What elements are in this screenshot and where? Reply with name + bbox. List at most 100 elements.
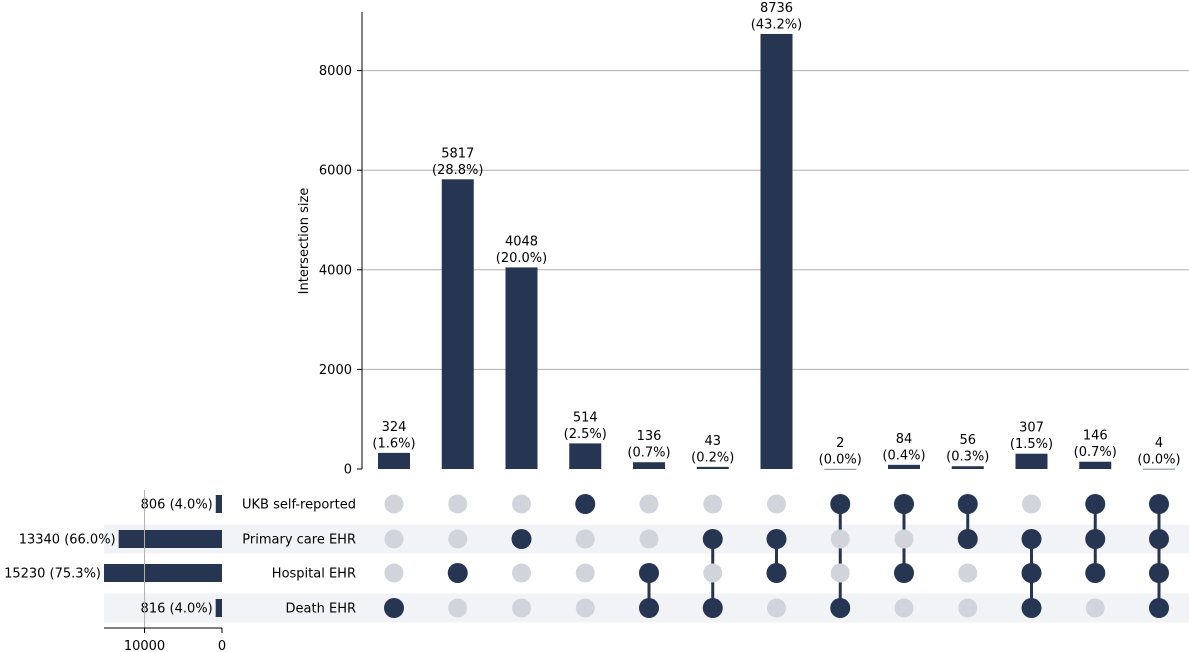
intersection-bar bbox=[1143, 468, 1175, 470]
matrix-dot-inactive bbox=[639, 529, 659, 549]
bar-percent-label: (0.3%) bbox=[946, 450, 989, 465]
bar-count-label: 8736 bbox=[760, 1, 793, 16]
matrix-dot-active bbox=[1149, 563, 1169, 583]
matrix-dot-inactive bbox=[512, 494, 531, 514]
bar-percent-label: (43.2%) bbox=[751, 17, 802, 32]
intersection-matrix bbox=[384, 494, 1169, 618]
matrix-dot-active bbox=[1021, 598, 1042, 618]
set-size-bar bbox=[215, 495, 222, 513]
intersection-bar bbox=[441, 179, 474, 469]
y-axis-label: Intersection size bbox=[297, 188, 312, 295]
matrix-dot-active bbox=[894, 563, 914, 583]
matrix-dot-active bbox=[766, 529, 787, 549]
matrix-dot-active bbox=[1149, 494, 1169, 514]
bar-percent-label: (2.5%) bbox=[564, 427, 607, 442]
bar-count-label: 307 bbox=[1019, 421, 1044, 436]
set-size-tick-label: 0 bbox=[218, 639, 226, 652]
set-size-label: 15230 (75.3%) bbox=[4, 567, 101, 582]
axes: 0 2000 4000 6000 8000 bbox=[319, 12, 363, 478]
intersection-bar bbox=[824, 468, 857, 470]
matrix-dot-active bbox=[830, 494, 851, 514]
set-name-label: Primary care EHR bbox=[242, 533, 356, 548]
bar-count-label: 56 bbox=[959, 433, 976, 448]
matrix-dot-inactive bbox=[894, 529, 914, 549]
matrix-dot-active bbox=[575, 494, 596, 514]
matrix-dot-inactive bbox=[703, 494, 723, 514]
intersection-bar bbox=[696, 466, 729, 469]
matrix-dot-active bbox=[1149, 529, 1169, 549]
matrix-dot-inactive bbox=[958, 598, 978, 618]
matrix-dot-active bbox=[639, 563, 659, 583]
matrix-dot-active bbox=[957, 529, 978, 549]
y-tick-label: 0 bbox=[344, 463, 352, 478]
matrix-dot-active bbox=[639, 598, 659, 618]
bar-percent-label: (0.4%) bbox=[882, 448, 925, 463]
bar-percent-label: (0.7%) bbox=[1074, 445, 1117, 460]
bar-count-label: 4 bbox=[1155, 436, 1163, 451]
bar-percent-label: (1.6%) bbox=[372, 436, 415, 451]
set-size-bar bbox=[215, 599, 222, 617]
matrix-dot-inactive bbox=[448, 598, 468, 618]
bar-count-label: 84 bbox=[896, 432, 913, 447]
y-tick-label: 2000 bbox=[319, 363, 352, 378]
intersection-bars: 324(1.6%) 5817 (28.8%) 4048 (20.0%) 514 (2.5%)… bbox=[372, 1, 1181, 470]
matrix-dot-active bbox=[384, 598, 404, 618]
matrix-dot-inactive bbox=[894, 598, 914, 618]
y-tick-label: 8000 bbox=[319, 64, 352, 79]
matrix-dot-active bbox=[957, 494, 978, 514]
matrix-dot-active bbox=[1021, 529, 1042, 549]
matrix-dot-inactive bbox=[1022, 494, 1041, 514]
matrix-dot-inactive bbox=[384, 563, 404, 583]
matrix-dot-active bbox=[1085, 494, 1106, 514]
bar-count-label: 43 bbox=[704, 434, 721, 449]
set-size-bars: UKB self-reported 806 (4.0%) Primary care … bbox=[4, 490, 356, 652]
set-size-label: 806 (4.0%) bbox=[141, 498, 213, 513]
bar-percent-label: (0.0%) bbox=[1137, 452, 1180, 467]
intersection-bar bbox=[888, 464, 920, 469]
intersection-bar bbox=[951, 466, 984, 469]
matrix-dot-active bbox=[830, 598, 851, 618]
set-name-label: UKB self-reported bbox=[242, 498, 356, 513]
set-size-label: 816 (4.0%) bbox=[141, 602, 213, 617]
matrix-dot-active bbox=[1021, 563, 1042, 583]
matrix-dot-active bbox=[447, 563, 468, 583]
intersection-bar bbox=[760, 33, 793, 469]
bar-percent-label: (1.5%) bbox=[1010, 437, 1053, 452]
set-name-label: Death EHR bbox=[286, 602, 356, 617]
matrix-dot-inactive bbox=[958, 563, 978, 583]
set-name-label: Hospital EHR bbox=[272, 567, 356, 582]
bar-count-label: 136 bbox=[637, 429, 662, 444]
matrix-dot-inactive bbox=[448, 529, 468, 549]
matrix-dot-inactive bbox=[1085, 598, 1105, 618]
matrix-dot-inactive bbox=[512, 598, 531, 618]
matrix-dot-inactive bbox=[512, 563, 531, 583]
set-size-bar bbox=[104, 564, 222, 582]
matrix-dot-inactive bbox=[767, 494, 786, 514]
matrix-dot-inactive bbox=[830, 563, 850, 583]
bar-percent-label: (0.7%) bbox=[627, 446, 670, 461]
matrix-dot-inactive bbox=[448, 494, 468, 514]
bar-percent-label: (20.0%) bbox=[496, 251, 547, 266]
bar-percent-label: (0.0%) bbox=[819, 452, 862, 467]
bar-count-label: 324 bbox=[382, 420, 407, 435]
matrix-dot-active bbox=[894, 494, 914, 514]
set-size-label: 13340 (66.0%) bbox=[19, 533, 116, 548]
y-tick-label: 4000 bbox=[319, 263, 352, 278]
bar-percent-label: (28.8%) bbox=[432, 163, 483, 178]
matrix-dot-active bbox=[1149, 598, 1169, 618]
intersection-bar bbox=[1079, 461, 1112, 469]
set-size-tick-label: 10000 bbox=[124, 639, 165, 652]
bar-count-label: 2 bbox=[836, 436, 844, 451]
matrix-dot-inactive bbox=[639, 494, 659, 514]
intersection-bar bbox=[378, 452, 410, 469]
intersection-bar bbox=[1015, 453, 1048, 469]
bar-count-label: 5817 bbox=[441, 146, 474, 161]
set-size-bar bbox=[118, 530, 222, 548]
bar-percent-label: (0.2%) bbox=[691, 450, 734, 465]
matrix-dot-inactive bbox=[703, 563, 723, 583]
bar-count-label: 4048 bbox=[505, 234, 538, 249]
matrix-dot-inactive bbox=[767, 598, 786, 618]
matrix-dot-active bbox=[702, 529, 723, 549]
matrix-dot-inactive bbox=[830, 529, 850, 549]
